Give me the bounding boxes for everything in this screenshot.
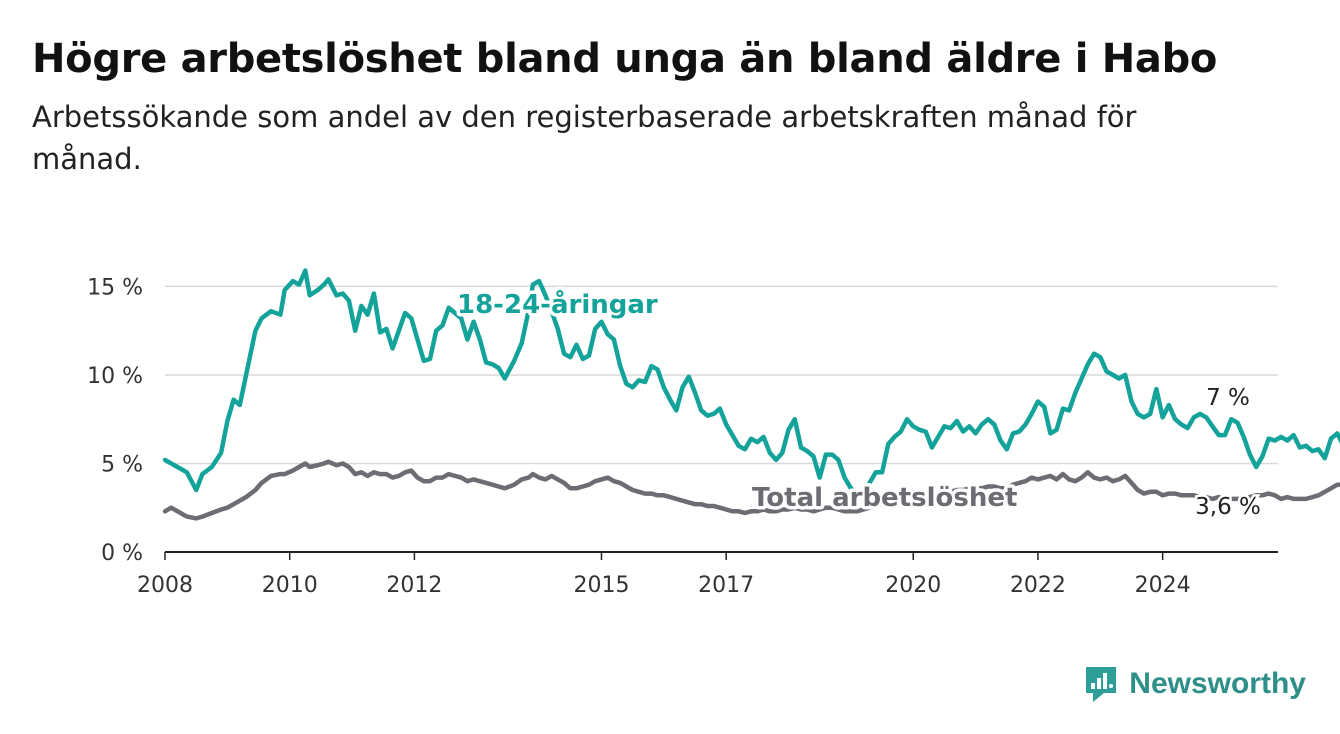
x-tick-label: 2015 [573, 573, 629, 598]
page-title: Högre arbetslöshet bland unga än bland ä… [32, 36, 1218, 82]
chart-grid [165, 285, 1278, 553]
y-tick-label: 0 % [101, 541, 143, 566]
x-tick-label: 2017 [698, 573, 754, 598]
brand-logo: Newsworthy [1083, 664, 1306, 704]
y-axis-labels: 0 % 5 % 10 % 15 % [87, 275, 143, 566]
end-value-label-1: 3,6 % [1195, 494, 1261, 520]
y-tick-label: 10 % [87, 364, 143, 389]
x-tick-label: 2010 [262, 573, 318, 598]
x-axis-labels: 2008 2010 2012 2015 2017 2020 2022 2024 [137, 552, 1191, 598]
page-subtitle: Arbetssökande som andel av den registerb… [32, 100, 1137, 176]
y-tick-label: 15 % [87, 275, 143, 300]
series-name-label-0: 18-24-åringar [457, 288, 658, 320]
x-tick-label: 2022 [1010, 573, 1066, 598]
end-value-label-0: 7 % [1206, 385, 1250, 411]
series-name-label-1: Total arbetslöshet [752, 483, 1017, 513]
series-labels: 18-24-åringar Total arbetslöshet 7 % 3,6 % [454, 285, 1264, 523]
series-line-0 [162, 268, 1340, 498]
x-tick-label: 2020 [885, 573, 941, 598]
y-tick-label: 5 % [101, 452, 143, 477]
x-tick-label: 2024 [1135, 573, 1191, 598]
series-line-1 [162, 459, 1340, 521]
chart-lines [162, 268, 1340, 521]
x-tick-label: 2012 [386, 573, 442, 598]
brand-name: Newsworthy [1129, 667, 1306, 700]
bar-chart-logo-icon [1086, 667, 1117, 702]
x-tick-label: 2008 [137, 573, 193, 598]
